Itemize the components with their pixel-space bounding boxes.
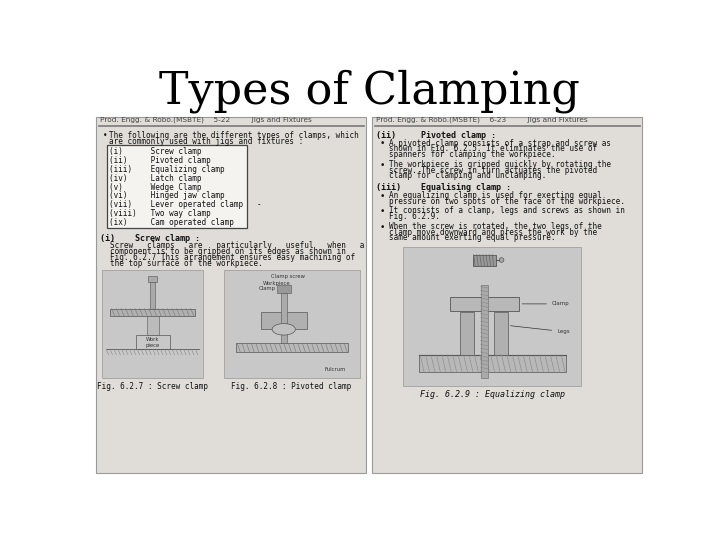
Bar [481,286,488,378]
Text: •: • [380,222,385,232]
Text: The following are the different types of clamps, which: The following are the different types of… [109,131,359,140]
Text: the top surface of the workpiece.: the top surface of the workpiece. [110,259,263,268]
Text: (vi)     Hinged jaw clamp: (vi) Hinged jaw clamp [109,192,225,200]
Bar [418,355,566,372]
Text: It consists of a clamp, legs and screws as shown in: It consists of a clamp, legs and screws … [389,206,625,215]
Bar [403,247,581,386]
Text: Prod. Engg. & Robo.(MSBTE)    5-22         Jigs and Fixtures: Prod. Engg. & Robo.(MSBTE) 5-22 Jigs and… [100,117,312,123]
Text: are commonly used with jigs and fixtures :: are commonly used with jigs and fixtures… [109,137,303,146]
Bar [261,312,307,329]
Text: clamp for clamping and unclamping.: clamp for clamping and unclamping. [389,171,546,180]
Text: (vii)    Lever operated clamp   -: (vii) Lever operated clamp - [109,200,262,210]
Text: •: • [102,131,107,140]
Text: (i)      Screw clamp: (i) Screw clamp [109,147,202,156]
Text: •: • [380,161,385,170]
Bar [276,286,291,293]
Bar [494,312,508,355]
Bar [96,117,366,473]
Text: •: • [380,207,385,216]
Text: Clamp: Clamp [259,286,276,291]
Text: Work
piece: Work piece [145,337,160,348]
Text: A pivoted clamp consists of a strap and screw as: A pivoted clamp consists of a strap and … [389,139,611,148]
Bar [459,312,474,355]
Text: •: • [380,192,385,201]
Bar [281,293,287,343]
Text: (ii)     Pivoted clamp: (ii) Pivoted clamp [109,156,211,165]
Text: shown in Fig. 6.2.5. It eliminates the use of: shown in Fig. 6.2.5. It eliminates the u… [389,145,598,153]
Bar [372,117,642,473]
Bar [107,145,246,228]
Bar [147,316,159,335]
Bar [110,308,195,316]
Text: (viii)   Two way clamp: (viii) Two way clamp [109,209,211,218]
Text: clamp move downward and press the work by the: clamp move downward and press the work b… [389,228,598,237]
Text: (iii)    Equalizing clamp: (iii) Equalizing clamp [109,165,225,174]
Text: When the screw is rotated, the two legs of the: When the screw is rotated, the two legs … [389,222,602,231]
Text: The workpiece is gripped quickly by rotating the: The workpiece is gripped quickly by rota… [389,160,611,169]
Text: Screw   clamps   are   particularly   useful   when   a: Screw clamps are particularly useful whe… [110,241,364,249]
Text: Fig. 6.2.8 : Pivoted clamp: Fig. 6.2.8 : Pivoted clamp [231,382,351,390]
Text: pressure on two spots of the face of the workpiece.: pressure on two spots of the face of the… [389,197,625,206]
Bar [148,276,158,282]
Ellipse shape [272,323,295,335]
Bar [102,270,203,378]
Text: •: • [380,139,385,148]
Text: Legs: Legs [510,326,570,334]
Text: (v)      Wedge Clamp: (v) Wedge Clamp [109,183,202,192]
Text: (ix)     Cam operated clamp: (ix) Cam operated clamp [109,218,234,227]
Bar [473,254,496,266]
Text: screw. The screw in turn actuates the pivoted: screw. The screw in turn actuates the pi… [389,166,598,174]
Text: spanners for clamping the workpiece.: spanners for clamping the workpiece. [389,150,556,159]
Text: Workpiece: Workpiece [263,281,291,286]
Bar [235,343,348,353]
Text: Fig. 6.2.7 : Screw clamp: Fig. 6.2.7 : Screw clamp [97,382,208,390]
Text: Prod. Engg. & Robo.(MSBTE)    6-23         Jigs and Fixtures: Prod. Engg. & Robo.(MSBTE) 6-23 Jigs and… [376,117,588,123]
Text: same amount exerting equal pressure.: same amount exerting equal pressure. [389,233,556,242]
Text: (iii)    Equalising clamp :: (iii) Equalising clamp : [376,184,511,192]
Circle shape [499,258,504,262]
Bar [136,335,170,349]
Text: Types of Clamping: Types of Clamping [158,69,580,113]
Bar [224,270,360,378]
Text: Clamp screw: Clamp screw [271,274,305,279]
Text: An equalizing clamp is used for exerting equal: An equalizing clamp is used for exerting… [389,191,602,200]
Bar [150,282,155,309]
Text: (ii)     Pivoted clamp :: (ii) Pivoted clamp : [376,131,496,140]
Text: Clamp: Clamp [522,301,570,306]
Text: Fulcrum: Fulcrum [325,367,346,372]
Text: Fig. 6.2.9 : Equalizing clamp: Fig. 6.2.9 : Equalizing clamp [420,390,564,399]
Text: Fig. 6.2.9.: Fig. 6.2.9. [389,212,440,221]
Bar [449,297,519,311]
Text: component is to be gripped on its edges as shown in: component is to be gripped on its edges … [110,247,346,256]
Text: Fig. 6.2.7 This arrangement ensures easy machining of: Fig. 6.2.7 This arrangement ensures easy… [110,253,355,262]
Text: (iv)     Latch clamp: (iv) Latch clamp [109,174,202,183]
Text: (i)    Screw clamp :: (i) Screw clamp : [100,234,200,243]
